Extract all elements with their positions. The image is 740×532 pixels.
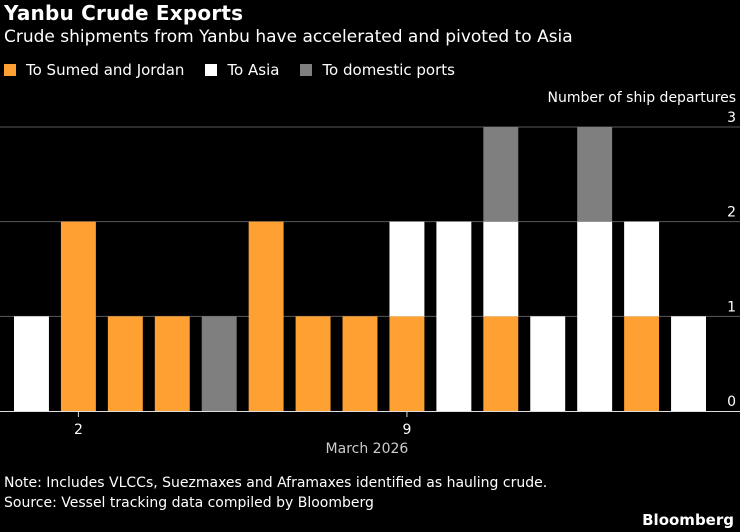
bar-15-series-1 <box>671 316 706 411</box>
chart-title: Yanbu Crude Exports <box>4 1 244 25</box>
bar-14-series-1 <box>624 221 660 317</box>
y-tick-label-0: 0 <box>727 394 736 410</box>
legend-label-domestic: To domestic ports <box>322 61 455 79</box>
bar-5-series-2 <box>201 316 237 411</box>
y-axis-title: Number of ship departures <box>548 90 736 106</box>
bar-11-series-1 <box>483 221 519 317</box>
bloomberg-logo: Bloomberg <box>642 511 734 529</box>
source-text: Source: Vessel tracking data compiled by… <box>4 495 374 511</box>
y-tick-label-2: 2 <box>727 205 736 221</box>
bar-11-series-2 <box>483 127 519 222</box>
legend-label-asia: To Asia <box>227 61 280 79</box>
bar-2-series-0 <box>60 221 96 411</box>
legend-swatch-sumed-jordan <box>4 64 16 76</box>
legend-swatch-asia <box>205 64 218 76</box>
bar-7-series-0 <box>295 316 331 411</box>
legend-item-sumed-jordan: To Sumed and Jordan <box>4 61 184 79</box>
footnote: Note: Includes VLCCs, Suezmaxes and Afra… <box>4 473 547 513</box>
bar-13-series-1 <box>577 221 613 411</box>
note-text: Note: Includes VLCCs, Suezmaxes and Afra… <box>4 475 548 491</box>
x-tick-label-2: 2 <box>74 422 83 438</box>
bar-6-series-0 <box>248 221 284 411</box>
bar-9-series-1 <box>389 221 425 317</box>
bar-8-series-0 <box>342 316 378 411</box>
legend: To Sumed and Jordan To Asia To domestic … <box>4 61 476 79</box>
x-axis-title: March 2026 <box>326 441 409 457</box>
chart-subtitle: Crude shipments from Yanbu have accelera… <box>4 27 573 47</box>
y-tick-label-1: 1 <box>727 299 736 315</box>
bar-3-series-0 <box>107 316 143 411</box>
bar-13-series-2 <box>577 127 613 222</box>
bar-10-series-1 <box>436 221 472 411</box>
y-tick-label-3: 3 <box>727 110 736 126</box>
legend-item-asia: To Asia <box>205 61 279 79</box>
legend-swatch-domestic <box>300 64 313 76</box>
bar-11-series-0 <box>483 316 519 411</box>
bar-4-series-0 <box>154 316 190 411</box>
legend-item-domestic: To domestic ports <box>300 61 455 79</box>
bar-9-series-0 <box>389 316 425 411</box>
x-tick-label-9: 9 <box>402 422 411 438</box>
bar-12-series-1 <box>530 316 566 411</box>
bar-1-series-1 <box>14 316 49 411</box>
legend-label-sumed-jordan: To Sumed and Jordan <box>26 61 185 79</box>
bar-14-series-0 <box>624 316 660 411</box>
